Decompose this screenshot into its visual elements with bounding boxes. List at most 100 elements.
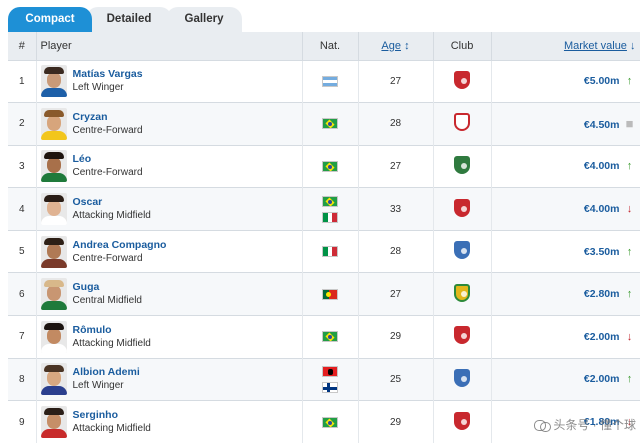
club-crest-icon[interactable] bbox=[454, 70, 470, 89]
market-value-link[interactable]: €2.80m bbox=[583, 288, 620, 301]
column-header-market-value[interactable]: Market value ↓ bbox=[491, 32, 640, 60]
player-name-link[interactable]: Cryzan bbox=[72, 110, 108, 123]
club-cell bbox=[433, 315, 492, 359]
player-position: Attacking Midfield bbox=[72, 210, 151, 222]
market-value-link[interactable]: €2.00m bbox=[583, 330, 620, 343]
club-crest-icon[interactable] bbox=[454, 198, 470, 217]
player-avatar[interactable] bbox=[40, 150, 67, 183]
table-header-row: # Player Nat. Age ↕ Club Market value ↓ bbox=[8, 32, 640, 60]
trend-same-icon: ■ bbox=[625, 116, 634, 132]
player-age: 27 bbox=[358, 59, 434, 103]
market-value-link[interactable]: €3.50m bbox=[583, 245, 620, 258]
player-cell: Léo Centre-Forward bbox=[36, 144, 303, 188]
player-age: 29 bbox=[358, 315, 434, 359]
nationality-cell bbox=[302, 59, 359, 103]
row-number: 7 bbox=[8, 315, 37, 359]
trend-up-icon: ↑ bbox=[626, 160, 633, 173]
market-value-link[interactable]: €2.00m bbox=[583, 373, 620, 386]
player-avatar[interactable] bbox=[40, 406, 67, 439]
player-age: 27 bbox=[358, 272, 434, 316]
nationality-cell bbox=[302, 400, 359, 444]
player-name-link[interactable]: Albion Ademi bbox=[72, 366, 140, 379]
trend-up-icon: ↑ bbox=[626, 75, 633, 88]
row-number: 2 bbox=[8, 102, 37, 146]
trend-down-icon: ↓ bbox=[626, 416, 633, 429]
player-avatar[interactable] bbox=[40, 320, 67, 353]
row-number: 1 bbox=[8, 59, 37, 103]
market-value-link[interactable]: €5.00m bbox=[583, 75, 620, 88]
table-row: 8 Albion Ademi Left Winger 25 €2.00m ↑ bbox=[8, 357, 640, 401]
player-cell: Guga Central Midfield bbox=[36, 272, 303, 316]
market-value-sort-link[interactable]: Market value bbox=[563, 39, 627, 52]
club-cell bbox=[433, 229, 492, 273]
club-crest-icon[interactable] bbox=[454, 283, 470, 302]
player-name-link[interactable]: Matías Vargas bbox=[72, 68, 143, 81]
market-value-link[interactable]: €4.00m bbox=[583, 203, 620, 216]
table-row: 7 Rômulo Attacking Midfield 29 €2.00m ↓ bbox=[8, 315, 640, 359]
market-value-cell: €2.00m ↑ bbox=[491, 357, 640, 401]
player-position: Left Winger bbox=[72, 82, 124, 94]
market-value-link[interactable]: €4.50m bbox=[583, 119, 620, 132]
market-value-cell: €4.00m ↑ bbox=[491, 144, 640, 188]
sort-icon: ↕ bbox=[404, 39, 410, 52]
player-avatar[interactable] bbox=[40, 278, 67, 311]
portugal-flag bbox=[322, 288, 338, 300]
player-age: 27 bbox=[358, 144, 434, 188]
column-header-nationality: Nat. bbox=[302, 32, 359, 60]
club-crest-icon[interactable] bbox=[454, 113, 470, 132]
table-row: 3 Léo Centre-Forward 27 €4.00m ↑ bbox=[8, 144, 640, 188]
market-value-cell: €3.50m ↑ bbox=[491, 229, 640, 273]
player-position: Centre-Forward bbox=[72, 167, 143, 179]
club-crest-icon[interactable] bbox=[454, 326, 470, 345]
player-name-link[interactable]: Guga bbox=[72, 281, 100, 294]
player-name-link[interactable]: Serginho bbox=[72, 409, 119, 422]
player-cell: Albion Ademi Left Winger bbox=[36, 357, 303, 401]
player-avatar[interactable] bbox=[40, 193, 67, 226]
brazil-flag bbox=[322, 195, 338, 207]
player-avatar[interactable] bbox=[40, 235, 67, 268]
trend-down-icon: ↓ bbox=[626, 330, 633, 343]
player-position: Centre-Forward bbox=[72, 124, 143, 136]
player-position: Attacking Midfield bbox=[72, 423, 151, 435]
table-row: 9 Serginho Attacking Midfield 29 €1.80m ↓ bbox=[8, 400, 640, 444]
row-number: 6 bbox=[8, 272, 37, 316]
market-value-link[interactable]: €1.80m bbox=[583, 416, 620, 429]
table-row: 6 Guga Central Midfield 27 €2.80m ↑ bbox=[8, 272, 640, 316]
player-name-link[interactable]: Andrea Compagno bbox=[72, 238, 167, 251]
player-name-link[interactable]: Léo bbox=[72, 153, 92, 166]
club-crest-icon[interactable] bbox=[454, 241, 470, 260]
italy-flag bbox=[322, 211, 338, 223]
players-table: # Player Nat. Age ↕ Club Market value ↓ … bbox=[8, 32, 640, 444]
player-age: 28 bbox=[358, 102, 434, 146]
club-cell bbox=[433, 400, 492, 444]
market-value-link[interactable]: €4.00m bbox=[583, 160, 620, 173]
watermark: 头条号 · 懂个球 bbox=[534, 416, 636, 433]
tab-detailed[interactable]: Detailed bbox=[86, 7, 172, 33]
age-sort-link[interactable]: Age bbox=[381, 39, 401, 52]
player-avatar[interactable] bbox=[40, 65, 67, 98]
club-crest-icon[interactable] bbox=[454, 411, 470, 430]
player-cell: Cryzan Centre-Forward bbox=[36, 102, 303, 146]
player-name-link[interactable]: Rômulo bbox=[72, 323, 112, 336]
row-number: 5 bbox=[8, 229, 37, 273]
club-crest-icon[interactable] bbox=[454, 368, 470, 387]
player-cell: Oscar Attacking Midfield bbox=[36, 187, 303, 231]
player-cell: Matías Vargas Left Winger bbox=[36, 59, 303, 103]
argentina-flag bbox=[322, 75, 338, 87]
player-position: Left Winger bbox=[72, 380, 124, 392]
trend-up-icon: ↑ bbox=[626, 245, 633, 258]
nationality-cell bbox=[302, 144, 359, 188]
row-number: 3 bbox=[8, 144, 37, 188]
player-avatar[interactable] bbox=[40, 363, 67, 396]
player-age: 33 bbox=[358, 187, 434, 231]
table-row: 5 Andrea Compagno Centre-Forward 28 €3.50m ↑ bbox=[8, 229, 640, 273]
player-name-link[interactable]: Oscar bbox=[72, 196, 103, 209]
row-number: 9 bbox=[8, 400, 37, 444]
row-number: 8 bbox=[8, 357, 37, 401]
tab-compact[interactable]: Compact bbox=[8, 7, 92, 33]
column-header-age[interactable]: Age ↕ bbox=[358, 32, 434, 60]
player-cell: Rômulo Attacking Midfield bbox=[36, 315, 303, 359]
tab-gallery[interactable]: Gallery bbox=[166, 7, 242, 33]
player-avatar[interactable] bbox=[40, 107, 67, 140]
club-crest-icon[interactable] bbox=[454, 155, 470, 174]
